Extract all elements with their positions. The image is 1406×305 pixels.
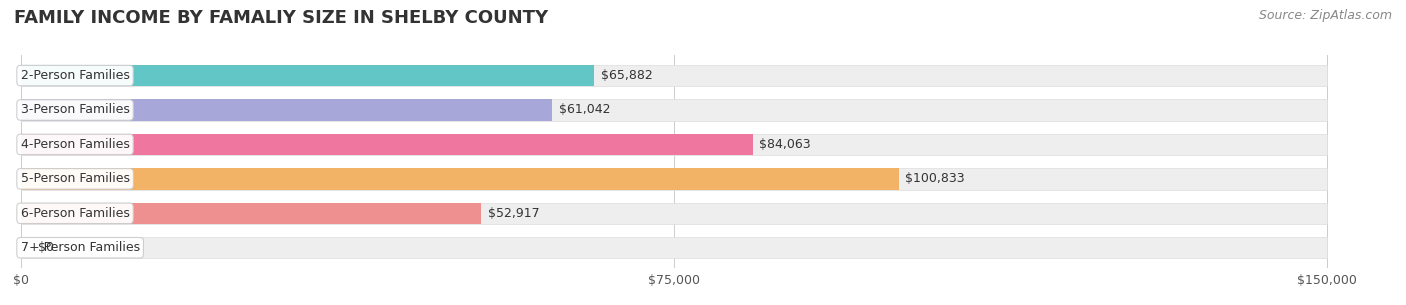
Bar [21, 203, 481, 224]
Bar [21, 168, 1327, 189]
Text: Source: ZipAtlas.com: Source: ZipAtlas.com [1258, 9, 1392, 22]
Text: $84,063: $84,063 [759, 138, 811, 151]
Bar [21, 203, 1327, 224]
Text: 3-Person Families: 3-Person Families [21, 103, 129, 117]
Bar [21, 168, 898, 189]
Text: FAMILY INCOME BY FAMALIY SIZE IN SHELBY COUNTY: FAMILY INCOME BY FAMALIY SIZE IN SHELBY … [14, 9, 548, 27]
Bar [21, 99, 553, 121]
Text: $100,833: $100,833 [905, 172, 965, 185]
Text: $65,882: $65,882 [600, 69, 652, 82]
Text: $61,042: $61,042 [558, 103, 610, 117]
Bar [21, 65, 1327, 86]
Text: 4-Person Families: 4-Person Families [21, 138, 129, 151]
Text: 5-Person Families: 5-Person Families [21, 172, 129, 185]
Text: 7+ Person Families: 7+ Person Families [21, 241, 139, 254]
Bar [21, 99, 1327, 121]
Bar [21, 65, 595, 86]
Bar [21, 134, 1327, 155]
Text: $0: $0 [38, 241, 53, 254]
Text: 6-Person Families: 6-Person Families [21, 207, 129, 220]
Text: 2-Person Families: 2-Person Families [21, 69, 129, 82]
Text: $52,917: $52,917 [488, 207, 540, 220]
Bar [21, 134, 752, 155]
Bar [21, 237, 1327, 258]
